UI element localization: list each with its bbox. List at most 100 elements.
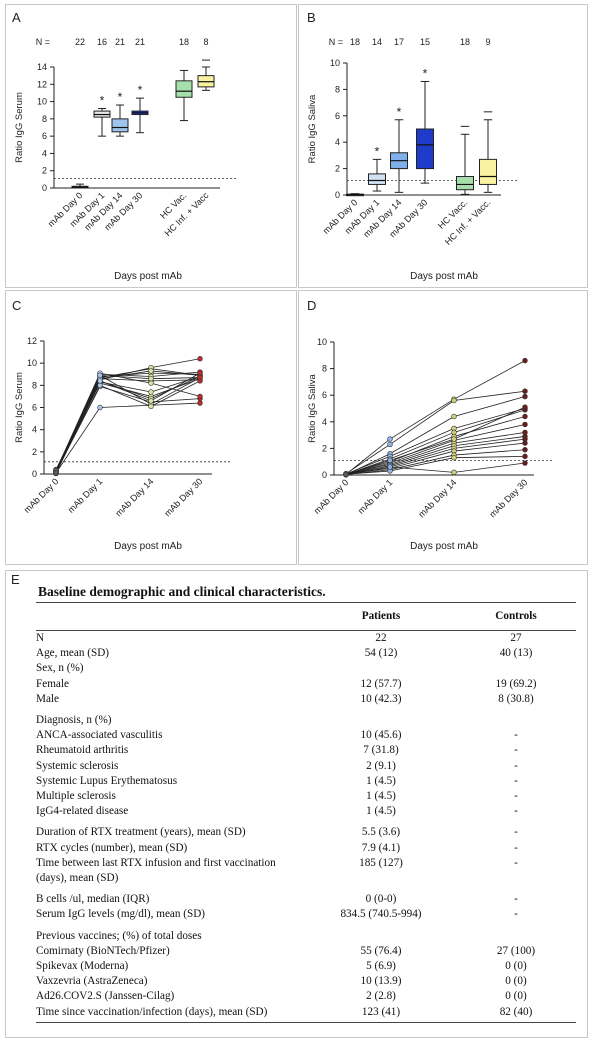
controls-cell: - [514, 774, 518, 787]
significance-star: * [138, 83, 143, 97]
n-value: 18 [460, 37, 470, 47]
data-point [522, 393, 528, 400]
x-tick-label: mAb Day 14 [416, 477, 458, 519]
row-label: B cells /ul, median (IQR) [36, 893, 150, 906]
patients-cell: 1 (4.5) [366, 790, 396, 803]
significance-star: * [118, 90, 123, 104]
row-label: Systemic sclerosis [36, 759, 119, 772]
controls-cell: 27 (100) [496, 944, 536, 957]
row-label: Systemic Lupus Erythematosus [36, 774, 178, 787]
y-tick-label: 6 [32, 403, 37, 413]
subject-line [345, 432, 526, 475]
subject-line [345, 449, 526, 475]
data-point [97, 382, 103, 389]
x-axis-label: Days post mAb [410, 541, 478, 552]
box [456, 176, 474, 191]
x-tick-label: mAb Day 1 [66, 476, 105, 515]
row-label: N [36, 632, 45, 644]
row-label: Vaxzevria (AstraZeneca) [36, 975, 148, 988]
table-row: Serum IgG levels (mg/dl), mean (SD) 834.5… [36, 907, 576, 922]
x-axis-label: Days post mAb [410, 271, 478, 282]
subject-line [345, 436, 526, 475]
n-value: 22 [75, 37, 85, 47]
table-row: Systemic Lupus Erythematosus 1 (4.5) - [36, 774, 576, 789]
y-tick-label: 2 [322, 443, 327, 453]
controls-cell: 27 [510, 632, 522, 644]
significance-star: * [397, 105, 402, 119]
y-tick-label: 8 [42, 114, 47, 124]
subject-line [345, 390, 526, 475]
controls-cell: - [514, 856, 518, 869]
panel-b: 0 2 4 6 8 10 Ratio IgG Saliva mAb Day 0 mAb Day … [298, 4, 588, 288]
n-value: 18 [350, 37, 360, 47]
controls-cell: - [514, 805, 518, 818]
row-label: Diagnosis, n (%) [36, 714, 112, 727]
y-tick-label: 4 [335, 137, 340, 147]
y-tick-label: 10 [37, 97, 47, 107]
table-row: IgG4-related disease 1 (4.5) - [36, 804, 576, 819]
significance-star: * [100, 93, 105, 107]
row-label: Serum IgG levels (mg/dl), mean (SD) [36, 908, 206, 921]
data-point [197, 400, 203, 406]
subject-line [55, 368, 201, 472]
y-tick-label: 10 [317, 337, 327, 347]
data-point [197, 356, 203, 362]
data-point [148, 380, 154, 386]
data-point [97, 378, 103, 384]
data-point [522, 357, 528, 364]
table-row: ANCA-associated vasculitis 10 (45.6) - [36, 728, 576, 743]
y-tick-label: 0 [322, 470, 327, 480]
y-tick-label: 2 [335, 164, 340, 174]
box [479, 158, 497, 185]
row-label: Multiple sclerosis [36, 790, 116, 803]
significance-star: * [375, 144, 380, 158]
y-tick-label: 2 [42, 166, 47, 176]
data-point [343, 471, 349, 478]
patients-cell: 10 (45.6) [360, 729, 402, 742]
controls-cell: 0 (0) [505, 960, 527, 973]
table-row: Time since vaccination/infection (days),… [36, 1004, 576, 1023]
y-tick-label: 10 [27, 358, 37, 368]
n-value: 14 [372, 37, 382, 47]
y-axis-label: Ratio IgG Saliva [307, 94, 318, 163]
patients-cell: 7 (31.8) [363, 744, 399, 757]
panel-c: 0 2 4 6 8 10 12 Ratio IgG Serum mAb Day 0 mAb Day… [5, 290, 297, 565]
patients-cell: 1 (4.5) [366, 805, 396, 818]
subject-line [345, 462, 526, 475]
data-point [451, 469, 457, 476]
subject-line [345, 416, 526, 475]
patients-cell [306, 923, 456, 944]
subject-line [55, 371, 201, 472]
x-tick-label: mAb Day 30 [162, 476, 204, 518]
row-label: Sex, n (%) [36, 662, 84, 675]
controls-cell: - [514, 893, 518, 906]
controls-cell: 40 (13) [499, 647, 533, 660]
x-tick-label: mAb Day 1 [356, 477, 395, 516]
x-axis-label: Days post mAb [114, 541, 182, 552]
table-row: Sex, n (%) [36, 661, 576, 676]
y-tick-label: 8 [32, 380, 37, 390]
data-point [522, 440, 528, 446]
y-tick-label: 4 [32, 425, 37, 435]
controls-cell: 0 (0) [505, 990, 527, 1003]
y-tick-label: 6 [42, 131, 47, 141]
table-row: B cells /ul, median (IQR) 0 (0-0) - [36, 886, 576, 907]
table-row: Systemic sclerosis 2 (9.1) - [36, 759, 576, 774]
y-tick-label: 14 [37, 62, 47, 72]
table-row: Comirnaty (BioNTech/Pfizer) 55 (76.4) 27 (… [36, 944, 576, 959]
patients-cell: 12 (57.7) [360, 677, 402, 690]
row-label: IgG4-related disease [36, 805, 129, 818]
data-point [451, 436, 457, 442]
data-point [387, 436, 393, 442]
data-point [451, 397, 457, 404]
controls-cell: 19 (69.2) [495, 677, 537, 690]
data-point [522, 421, 528, 428]
controls-cell: 82 (40) [456, 1004, 576, 1023]
y-tick-label: 6 [322, 390, 327, 400]
subject-line [345, 455, 526, 475]
subject-line [55, 380, 201, 473]
y-tick-label: 8 [335, 84, 340, 94]
table-row: Male 10 (42.3) 8 (30.8) [36, 692, 576, 707]
